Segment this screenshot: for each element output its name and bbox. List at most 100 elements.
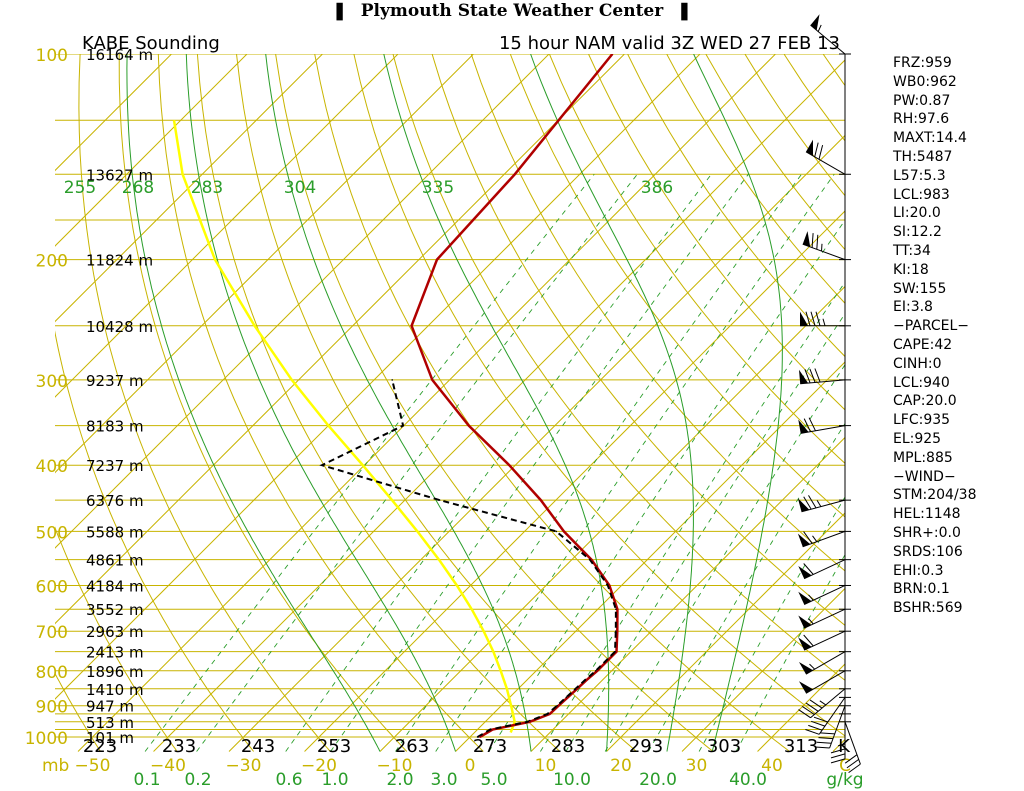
index-item: LI:20.0: [893, 205, 941, 222]
index-item: SW:155: [893, 280, 947, 297]
isotherm-line: [55, 54, 701, 700]
temperature-point: [431, 379, 434, 381]
wind-barb-shaft: [810, 688, 846, 719]
index-item: LFC:935: [893, 412, 951, 429]
wind-barb-pennant: [806, 139, 813, 156]
theta-tick-label: 313: [784, 736, 818, 757]
pressure-tick-label: 600: [36, 577, 68, 597]
parcel-trace: [172, 120, 517, 733]
temperature-point: [508, 464, 511, 467]
index-item: MPL:885: [893, 449, 953, 466]
height-label: 3552 m: [86, 601, 144, 619]
wind-barb-shaft: [800, 425, 846, 434]
isotherm-line: [530, 436, 845, 752]
index-item: RH:97.6: [893, 111, 950, 128]
temperature-tick-label: −10: [377, 756, 413, 776]
temperature-point: [590, 558, 593, 561]
wind-barb-flag: [830, 753, 846, 759]
wind-barb-flag: [830, 748, 846, 754]
pressure-tick-label: 300: [36, 372, 68, 392]
index-item: LCL:940: [893, 374, 950, 391]
pressure-tick-label: 500: [36, 523, 68, 543]
wind-barb-pennant: [810, 14, 820, 31]
wind-barb-pennant: [799, 369, 809, 384]
wind-barb-shaft: [810, 24, 846, 55]
isotherm-line: [455, 361, 845, 752]
wind-barb-flag: [830, 758, 846, 764]
index-item: BSHR:569: [893, 600, 963, 617]
mixing-ratio-tick-label: 40.0: [729, 770, 767, 790]
wind-barb-pennant: [797, 533, 811, 547]
mixing-ratio-tick-label: 0.2: [184, 770, 211, 790]
dry-adiabat-line: [196, 54, 561, 752]
stability-indices: FRZ:959 WB0:962 PW:0.87 RH:97.6 MAXT:14.4 TH:…: [893, 54, 1021, 618]
index-item: KI:18: [893, 261, 929, 278]
temperature-point: [616, 630, 619, 632]
dry-adiabat-line: [236, 54, 637, 752]
dry-adiabat-line: [509, 54, 845, 518]
height-label: 16164 m: [86, 46, 153, 64]
dry-adiabat-line: [353, 54, 845, 737]
pressure-unit-label: mb: [42, 756, 69, 776]
height-label: 101 m: [86, 729, 134, 747]
wind-barb-half-flag: [821, 243, 823, 252]
wind-barb-flag: [802, 705, 815, 715]
index-item: CAPE:42: [893, 336, 953, 353]
wind-barb-flag: [818, 737, 834, 740]
wind-barb-flag: [820, 732, 835, 735]
wind-barb-flag: [808, 724, 823, 731]
wind-barb-flag: [805, 311, 811, 326]
theta-tick-label: 263: [395, 736, 429, 757]
wind-barb-pennant: [798, 591, 812, 605]
index-item: BRN:0.1: [893, 581, 950, 598]
isotherm-line: [228, 134, 845, 752]
dewpoint-point: [595, 670, 597, 672]
height-label: 2413 m: [86, 644, 144, 662]
wind-barb-flag: [803, 563, 814, 575]
index-item: SRDS:106: [893, 543, 963, 560]
theta-e-label: 386: [641, 178, 673, 198]
dry-adiabat-line: [118, 54, 408, 752]
wind-barb-flag: [844, 754, 858, 764]
wind-barb-shaft: [818, 697, 846, 735]
height-label: 947 m: [86, 698, 134, 716]
mixing-ratio-line: [285, 174, 712, 752]
mixing-ratio-line: [330, 174, 749, 752]
wind-barb-half-flag: [837, 743, 846, 747]
index-item: −WIND−: [893, 468, 956, 485]
wind-barb-flag: [804, 369, 811, 384]
pressure-tick-label: 900: [36, 698, 68, 718]
wind-barb-flag: [846, 758, 859, 769]
theta-e-label: 335: [422, 178, 454, 198]
temperature-point: [436, 258, 438, 261]
temperature-point: [611, 54, 614, 55]
wind-barb-half-flag: [808, 618, 814, 625]
wind-barb-flag: [813, 716, 828, 723]
temperature-tick-label: 20: [610, 756, 632, 776]
temperature-tick-label: −50: [75, 756, 111, 776]
temperature-point: [615, 650, 618, 653]
moist-adiabat-line: [693, 54, 783, 752]
wind-barb-flag: [816, 741, 832, 744]
wind-barb-flag: [805, 729, 820, 735]
wind-barb-flag: [809, 699, 823, 709]
height-label: 5588 m: [86, 523, 144, 541]
dewpoint-point: [438, 499, 441, 501]
dry-adiabat-line: [392, 54, 845, 681]
pressure-tick-label: 100: [36, 46, 68, 66]
wind-barb-flag: [808, 417, 816, 432]
temperature-point: [540, 499, 542, 501]
theta-tick-label: 273: [473, 736, 507, 757]
index-item: LCL:983: [893, 186, 950, 203]
wind-barb-pennant: [797, 498, 810, 512]
temperature-point: [566, 696, 569, 699]
wind-barb-half-flag: [822, 318, 826, 326]
height-label: 11824 m: [86, 252, 153, 270]
wind-barb-shaft: [803, 630, 846, 651]
wind-barb-half-flag: [809, 663, 816, 670]
wind-barb-flag: [814, 142, 819, 157]
wind-barb-flag: [803, 496, 812, 510]
moist-adiabat-line: [265, 54, 532, 752]
